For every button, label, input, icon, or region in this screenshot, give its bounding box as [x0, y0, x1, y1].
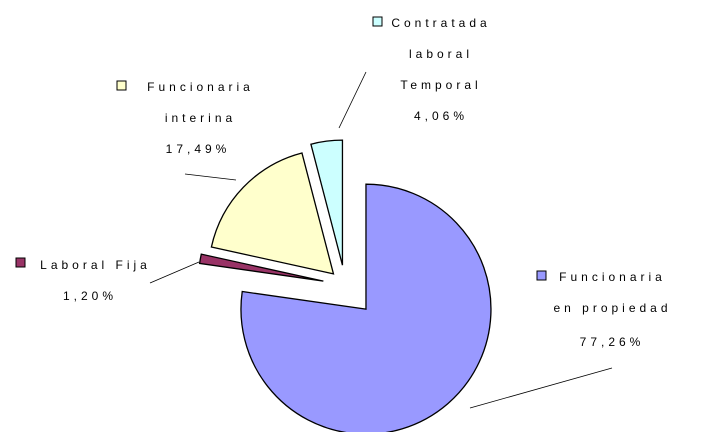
pie-slice: [240, 183, 492, 432]
legend-swatch: [372, 16, 383, 27]
slice-label: Funcionaria interina: [147, 80, 254, 125]
pie-slice: [198, 253, 324, 282]
legend-swatch: [536, 270, 547, 281]
value-label: 1,20%: [62, 289, 118, 303]
slice-label: Funcionaria en propiedad: [553, 270, 672, 315]
leader-line: [338, 71, 367, 129]
value-label: 17,49%: [165, 142, 231, 156]
leader-line: [184, 173, 237, 181]
slice-label: Laboral Fija: [40, 258, 151, 272]
legend-swatch: [15, 257, 26, 268]
value-label: 77,26%: [579, 335, 645, 349]
value-label: 4,06%: [413, 109, 469, 123]
leader-line: [469, 367, 613, 409]
pie-slice: [310, 139, 344, 266]
leader-line: [149, 261, 200, 284]
pie-slice: [210, 152, 335, 275]
slice-label: Contratada laboral Temporal: [391, 16, 491, 92]
legend-swatch: [116, 80, 127, 91]
